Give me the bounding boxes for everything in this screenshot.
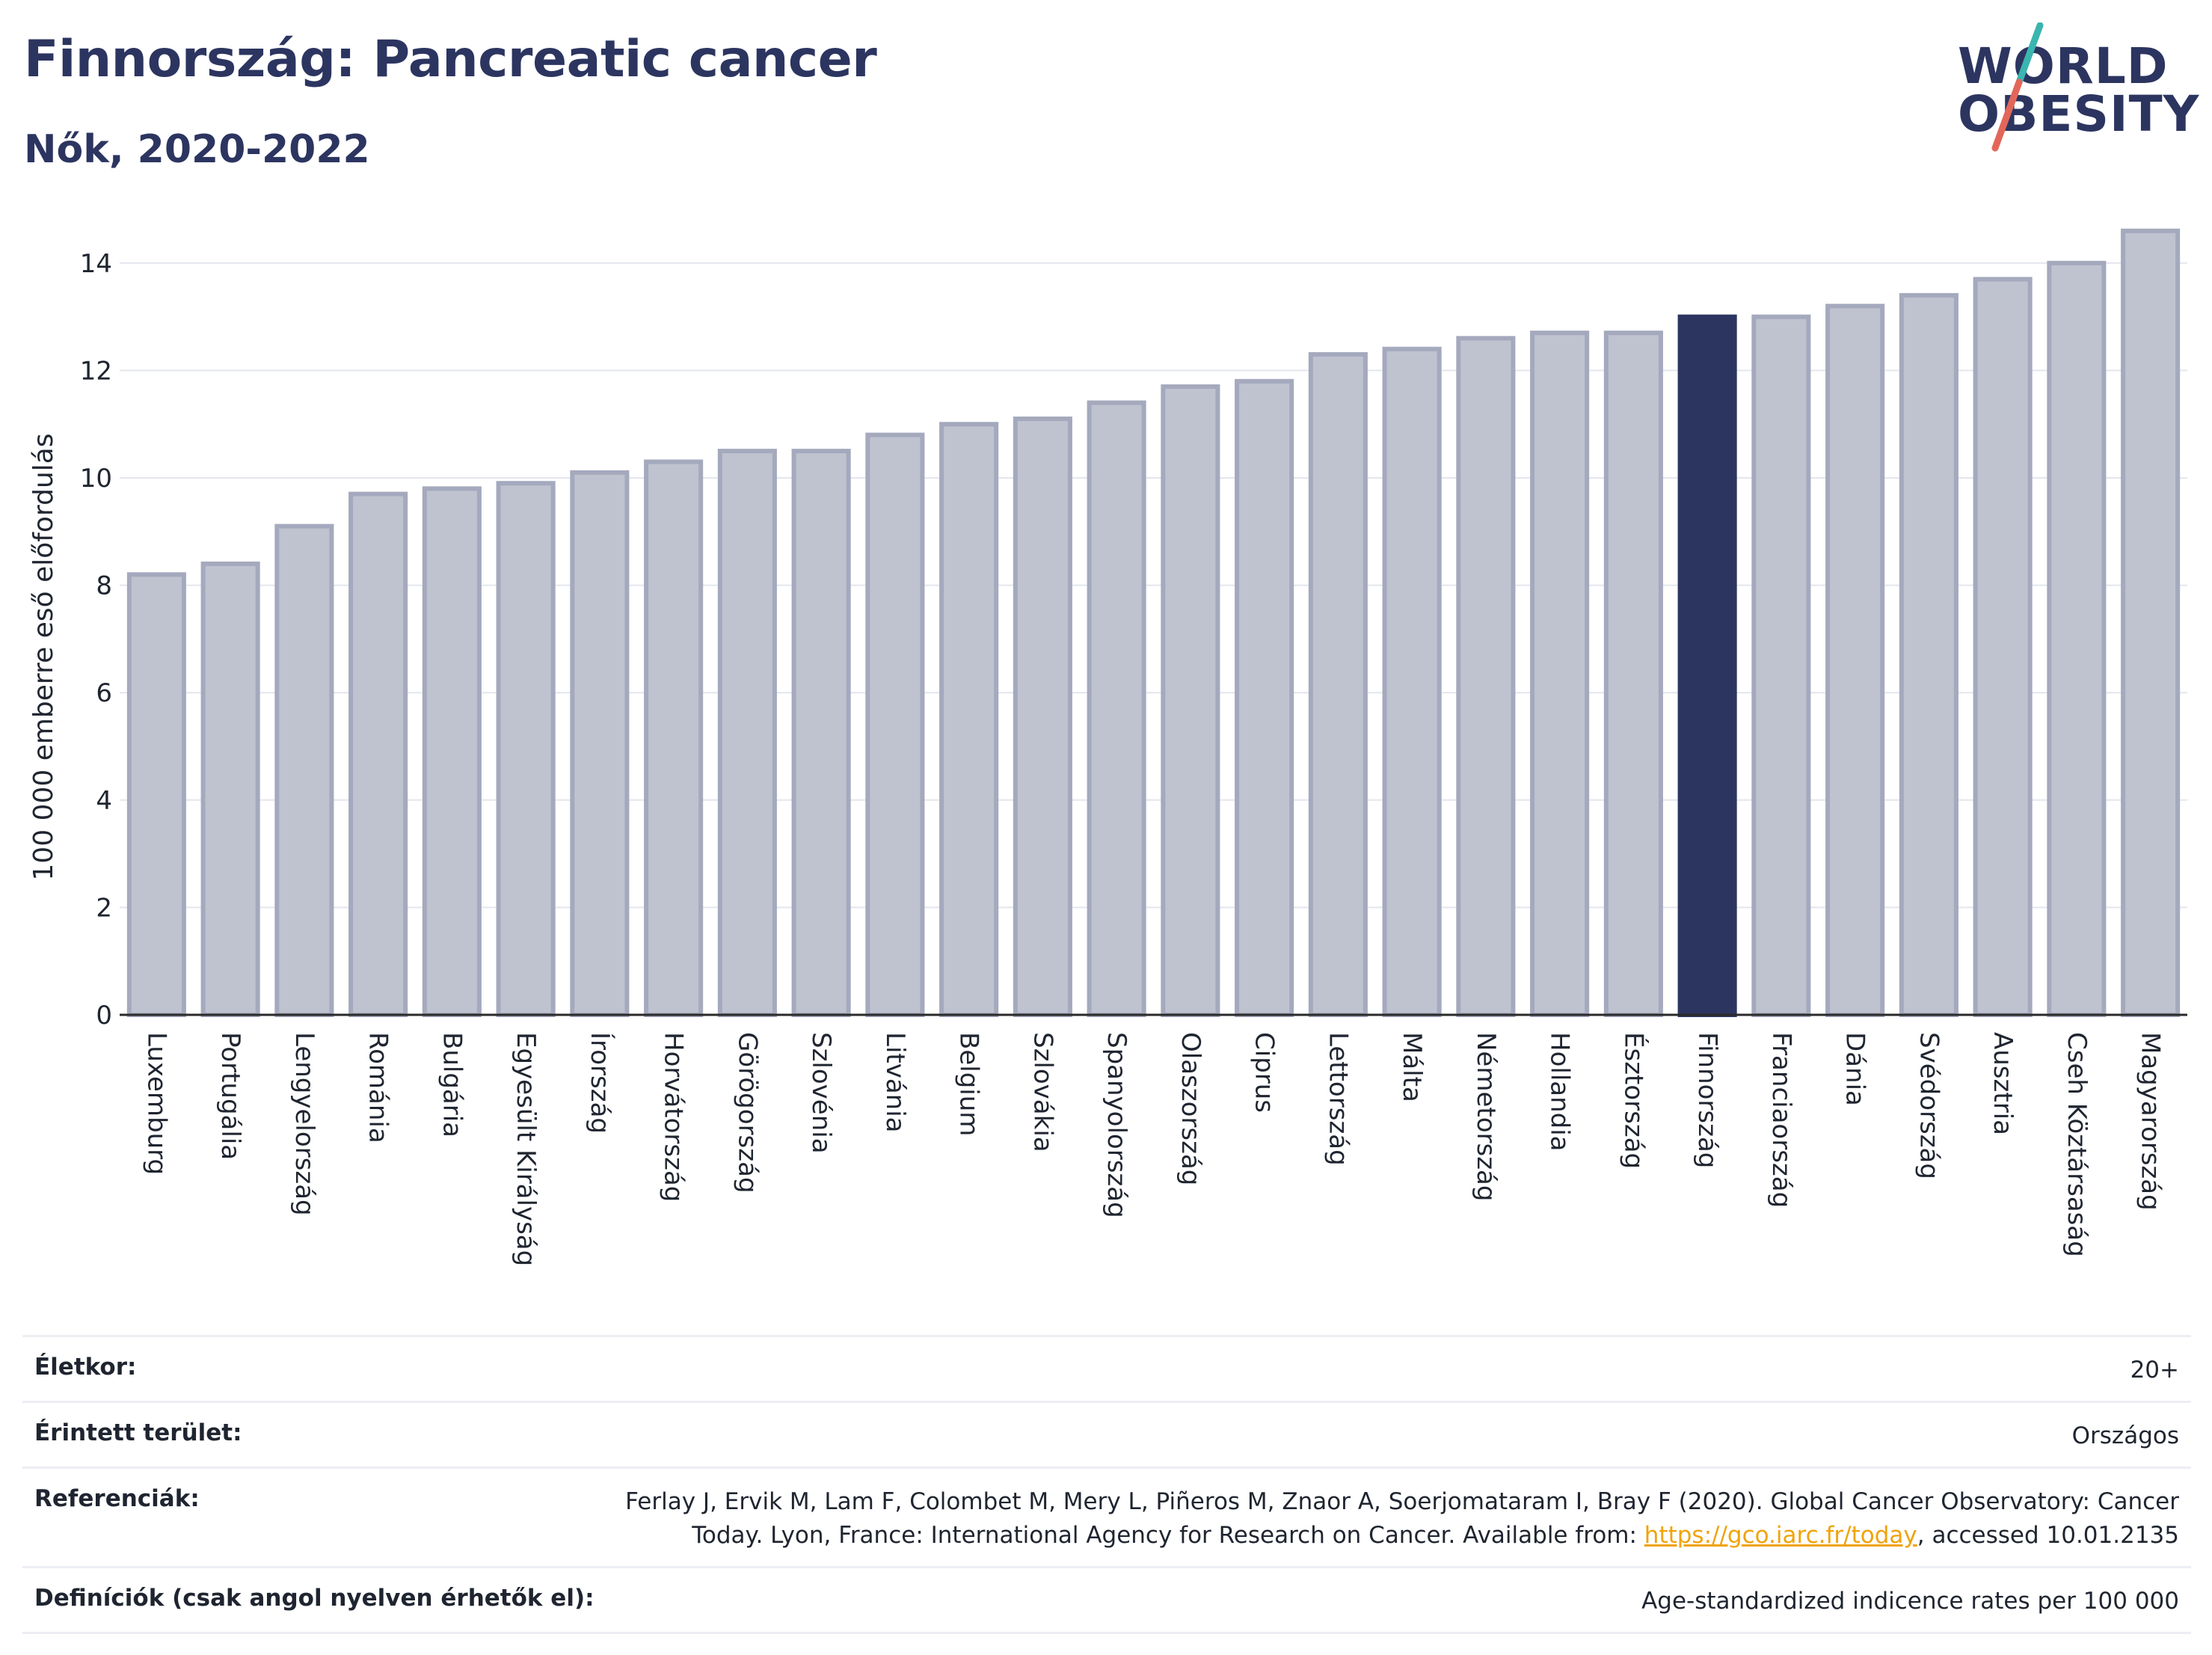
x-tick-label: Svédország <box>1914 1032 1944 1179</box>
y-axis-title: 100 000 emberre eső előfordulás <box>28 433 59 880</box>
y-axis-ticks: 0 2 4 6 8 10 12 14 <box>80 249 112 1031</box>
bar <box>1161 384 1220 1017</box>
bar <box>1899 292 1958 1017</box>
area-value: Országos <box>2071 1422 2179 1449</box>
x-tick-label: Finnország <box>1692 1032 1722 1168</box>
x-tick-label: Lettország <box>1323 1032 1353 1166</box>
bar <box>2121 228 2181 1018</box>
bar <box>570 470 630 1017</box>
x-tick-label: Franciaország <box>1766 1032 1796 1208</box>
y-tick-label: 12 <box>80 356 112 386</box>
bar <box>1973 277 2033 1017</box>
definitions-label: Definíciók (csak angol nyelven érhetők e… <box>34 1584 595 1612</box>
x-tick-label: Észtország <box>1618 1032 1649 1169</box>
bar <box>1456 336 1516 1017</box>
x-tick-label: Litvánia <box>880 1032 910 1133</box>
bar <box>2047 260 2107 1017</box>
x-tick-label: Dánia <box>1840 1032 1870 1106</box>
x-tick-label: Románia <box>363 1032 393 1143</box>
age-label: Életkor: <box>34 1354 137 1381</box>
x-tick-label: Málta <box>1397 1032 1427 1102</box>
bar-chart: 0 2 4 6 8 10 12 14 Luxemburg Portugália Lengyelor… <box>28 228 2187 1266</box>
bar <box>1825 304 1885 1017</box>
x-tick-label: Ciprus <box>1250 1032 1279 1113</box>
references-label: Referenciák: <box>34 1484 200 1512</box>
info-row-definitions: Definíciók (csak angol nyelven érhetők e… <box>22 1565 2191 1634</box>
bar <box>791 449 851 1017</box>
x-tick-label: Szlovákia <box>1027 1032 1057 1152</box>
x-tick-label: Szlovénia <box>806 1032 836 1154</box>
x-tick-label: Spanyolország <box>1102 1032 1131 1218</box>
info-row-area: Érintett terület: Országos <box>22 1400 2191 1467</box>
bar <box>644 459 704 1017</box>
x-tick-label: Bulgária <box>437 1032 467 1137</box>
logo-text-obesity: OBESITY <box>1958 85 2200 143</box>
bar <box>717 449 777 1017</box>
bar <box>1751 314 1811 1018</box>
y-tick-label: 4 <box>96 786 112 816</box>
reference-link[interactable]: https://gco.iarc.fr/today <box>1644 1521 1917 1549</box>
bar <box>1308 351 1368 1017</box>
bar <box>1382 346 1442 1017</box>
logo-text-world: WORLD <box>1958 37 2169 95</box>
x-tick-label: Horvátország <box>659 1032 689 1202</box>
x-tick-label: Olaszország <box>1176 1032 1205 1185</box>
bar <box>1235 378 1294 1017</box>
references-accessed: , accessed 10.01.2135 <box>1917 1521 2179 1549</box>
bar <box>865 432 925 1017</box>
chart-subtitle: Nők, 2020-2022 <box>24 127 370 172</box>
y-tick-label: 8 <box>96 571 112 601</box>
x-tick-label: Luxemburg <box>141 1032 171 1175</box>
x-tick-label: Portugália <box>215 1032 245 1160</box>
x-tick-label: Cseh Köztársaság <box>2062 1032 2092 1257</box>
x-tick-label: Görögország <box>732 1032 762 1194</box>
x-tick-label: Ausztria <box>1988 1032 2018 1135</box>
bars <box>126 228 2181 1018</box>
area-label: Érintett terület: <box>34 1419 242 1446</box>
x-tick-label: Lengyelország <box>289 1032 319 1216</box>
info-table: Életkor: 20+ Érintett terület: Országos … <box>22 1335 2191 1634</box>
y-tick-label: 0 <box>96 1001 112 1031</box>
bar <box>200 561 260 1017</box>
bar <box>126 572 186 1017</box>
y-tick-label: 10 <box>80 464 112 494</box>
y-tick-label: 2 <box>96 893 112 923</box>
world-obesity-logo: WORLD OBESITY <box>1944 22 2199 157</box>
bar <box>1530 331 1590 1017</box>
x-tick-label: Németország <box>1471 1032 1501 1201</box>
x-axis-labels: Luxemburg Portugália Lengyelország Románia B… <box>141 1032 2165 1266</box>
bar <box>496 481 556 1017</box>
y-tick-label: 14 <box>80 249 112 279</box>
chart-title: Finnország: Pancreatic cancer <box>24 30 877 89</box>
bar <box>1013 417 1072 1017</box>
x-tick-label: Írország <box>585 1032 615 1134</box>
x-tick-label: Magyarország <box>2136 1032 2166 1211</box>
bar <box>939 422 999 1017</box>
bar <box>1087 400 1146 1017</box>
definitions-value: Age-standardized indicence rates per 100… <box>1641 1587 2179 1615</box>
bar <box>422 486 482 1017</box>
bar <box>1603 331 1663 1017</box>
age-value: 20+ <box>2130 1357 2179 1384</box>
bar-highlighted <box>1677 314 1737 1018</box>
x-tick-label: Belgium <box>954 1032 984 1136</box>
bar <box>274 523 334 1017</box>
x-tick-label: Hollandia <box>1545 1032 1575 1152</box>
references-value: Ferlay J, Ervik M, Lam F, Colombet M, Me… <box>571 1485 2179 1553</box>
x-tick-label: Egyesült Királyság <box>511 1032 541 1266</box>
y-tick-label: 6 <box>96 678 112 708</box>
bar <box>348 491 408 1017</box>
logo-slash-icon <box>1991 22 2044 152</box>
info-row-age: Életkor: 20+ <box>22 1335 2191 1401</box>
info-row-references: Referenciák: Ferlay J, Ervik M, Lam F, C… <box>22 1466 2191 1566</box>
references-text: Ferlay J, Ervik M, Lam F, Colombet M, Me… <box>625 1487 2179 1549</box>
